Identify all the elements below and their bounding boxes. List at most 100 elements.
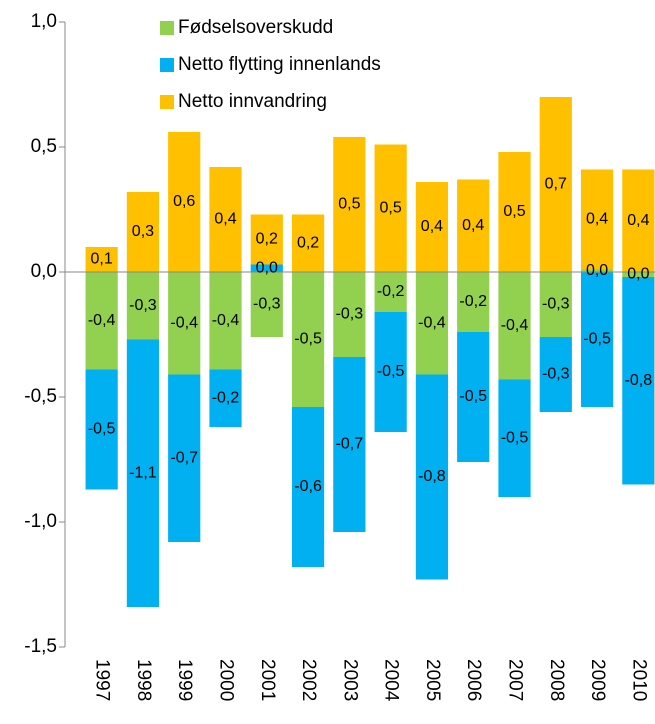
bar-segment	[250, 272, 283, 337]
value-label: 0,2	[297, 234, 319, 251]
bar-segment	[85, 247, 118, 272]
bar-segment	[415, 182, 449, 272]
value-label: 0,4	[586, 211, 608, 228]
x-tick-label: 2002	[298, 659, 319, 701]
bar-segment	[168, 374, 201, 542]
legend-label: Fødselsoverskudd	[178, 17, 333, 38]
bar-segment	[126, 339, 160, 607]
value-label: 0,6	[173, 193, 195, 210]
value-label: -0,4	[212, 312, 240, 329]
value-label: 0,4	[462, 217, 484, 234]
bar-segment	[333, 137, 366, 272]
value-label: -0,5	[294, 331, 322, 348]
value-label: 0,0	[256, 259, 278, 276]
bar-segment	[291, 272, 325, 407]
bar-segment	[498, 272, 531, 380]
bar-segment	[85, 369, 118, 490]
bar-segment	[250, 214, 283, 265]
legend-label: Netto innvandring	[178, 91, 327, 112]
bar-segment	[333, 272, 366, 357]
bar-segment	[374, 144, 407, 272]
value-label: 0,4	[421, 218, 443, 235]
x-tick-label: 2004	[381, 659, 402, 702]
bar-segment	[415, 272, 449, 375]
x-tick-label: 2005	[422, 659, 443, 701]
bar-segment	[498, 152, 531, 272]
bar-segment	[457, 332, 490, 462]
x-tick-label: 2009	[587, 659, 608, 701]
value-label: -0,3	[542, 366, 570, 383]
bar-segment	[126, 272, 160, 340]
value-label: -0,2	[212, 389, 240, 406]
value-label: -0,4	[418, 314, 446, 331]
value-label: -0,7	[336, 436, 364, 453]
value-label: 0,1	[91, 251, 113, 268]
value-label: -0,3	[542, 296, 570, 313]
x-tick-label: 1997	[92, 659, 113, 701]
value-label: -0,3	[253, 296, 281, 313]
value-label: 0,4	[627, 212, 649, 229]
x-tick-label: 2000	[215, 659, 236, 701]
value-label: -0,5	[88, 421, 116, 438]
value-label: -0,8	[418, 468, 446, 485]
x-tick-label: 2001	[257, 659, 278, 701]
bar-segment	[580, 169, 614, 270]
x-tick-label: 2008	[546, 659, 567, 701]
value-label: -0,3	[129, 297, 157, 314]
bar-segment	[168, 132, 201, 272]
y-tick-label: 1,0	[31, 11, 57, 32]
legend-swatch	[160, 21, 174, 35]
y-tick-label: -1,0	[24, 511, 57, 532]
value-label: 0,4	[214, 211, 236, 228]
bar-segment	[374, 272, 407, 312]
bar-segment	[415, 374, 449, 580]
value-label: 0,2	[256, 231, 278, 248]
bar-segment	[85, 272, 118, 370]
bar-segment	[209, 272, 242, 370]
x-tick-label: 2003	[339, 659, 360, 701]
value-label: 0,5	[380, 199, 402, 216]
bar-segment	[291, 407, 325, 567]
bar-segment	[250, 264, 283, 272]
bar-segment	[209, 167, 242, 272]
value-label: -0,4	[170, 314, 198, 331]
value-label: 0,5	[503, 203, 525, 220]
y-tick-label: 0,0	[31, 261, 57, 282]
bar-segment	[498, 379, 531, 497]
value-label: 0,5	[338, 196, 360, 213]
value-label: -0,5	[459, 388, 487, 405]
bar-segment	[622, 277, 655, 485]
x-tick-label: 2010	[628, 659, 649, 701]
x-tick-label: 2006	[463, 659, 484, 701]
value-label: -0,5	[377, 363, 405, 380]
value-label: 0,0	[627, 266, 649, 283]
bar-segment	[539, 97, 572, 272]
legend-label: Netto flytting innenlands	[178, 54, 381, 75]
y-tick-label: -1,5	[24, 636, 57, 657]
bar-segment	[291, 214, 325, 272]
value-label: -0,6	[294, 478, 322, 495]
x-tick-label: 1998	[133, 659, 154, 701]
y-tick-label: 0,5	[31, 136, 57, 157]
bar-segment	[539, 272, 572, 337]
value-label: -0,7	[170, 449, 198, 466]
bar-segment	[209, 369, 242, 427]
bar-segment	[580, 269, 614, 272]
x-tick-label: 1999	[174, 659, 195, 701]
value-label: 0,7	[545, 176, 567, 193]
bar-segment	[580, 272, 614, 407]
y-tick-label: -0,5	[24, 386, 57, 407]
value-label: 0,3	[132, 223, 154, 240]
legend-swatch	[160, 58, 174, 72]
bar-segment	[622, 169, 655, 272]
value-label: -0,2	[459, 293, 487, 310]
value-label: 0,0	[586, 262, 608, 279]
value-label: -0,8	[625, 372, 653, 389]
legend-swatch	[160, 95, 174, 109]
value-label: -0,4	[501, 317, 529, 334]
bar-segment	[168, 272, 201, 375]
bar-segment	[539, 337, 572, 412]
bar-segment	[126, 192, 160, 272]
bar-segment	[333, 357, 366, 532]
